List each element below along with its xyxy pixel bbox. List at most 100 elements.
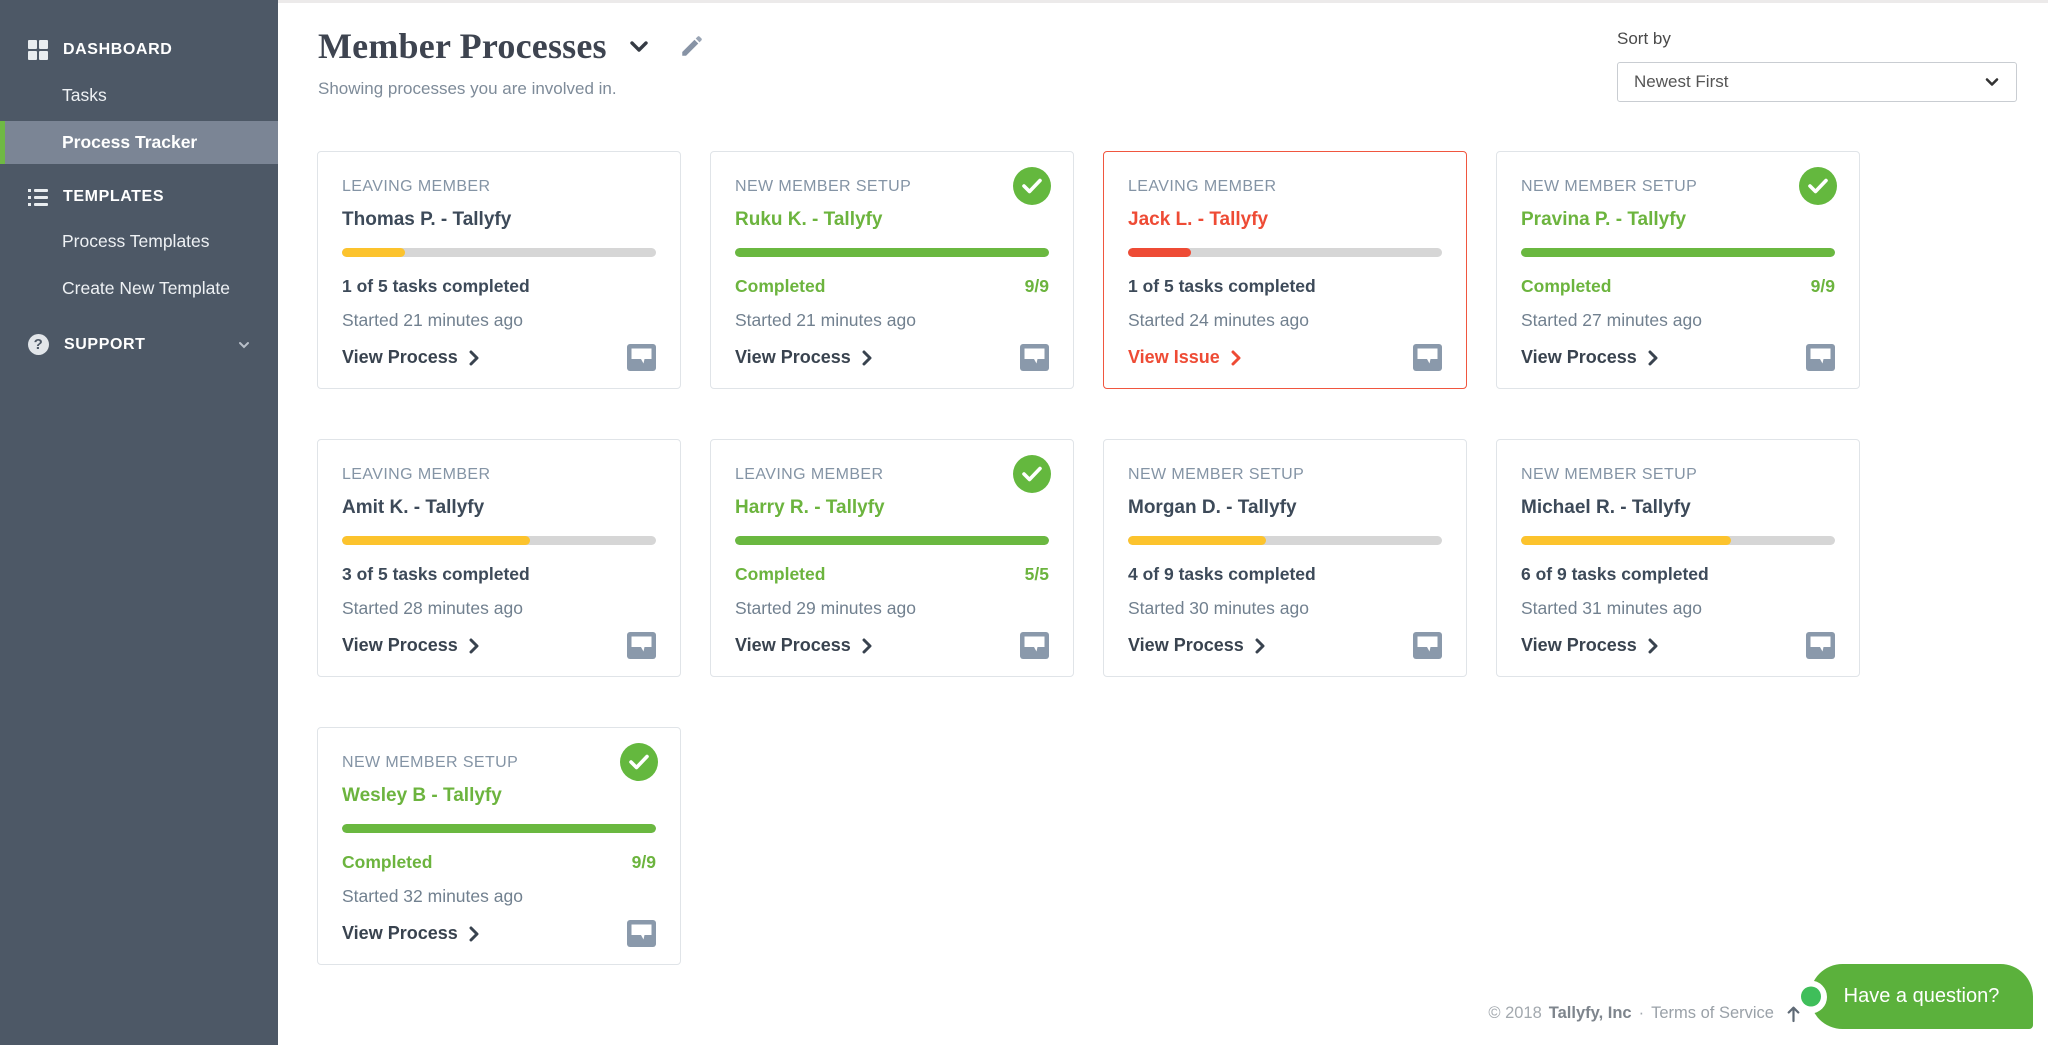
view-process-label: View Issue <box>1128 347 1220 367</box>
tooltip-icon[interactable] <box>627 920 656 947</box>
view-process-link[interactable]: View Process <box>342 347 480 368</box>
process-name: Ruku K. - Tallyfy <box>735 209 883 230</box>
progress-bar <box>1521 248 1835 257</box>
check-badge <box>1013 455 1051 493</box>
sidebar-item-process-tracker[interactable]: Process Tracker <box>0 121 278 164</box>
chevron-right-icon <box>1231 350 1241 365</box>
status-row: 1 of 5 tasks completed <box>1128 276 1442 297</box>
started-time: Started 27 minutes ago <box>1521 310 1702 330</box>
started-time: Started 24 minutes ago <box>1128 310 1309 330</box>
check-badge <box>1799 167 1837 205</box>
chevron-right-icon <box>469 350 479 365</box>
tooltip-icon[interactable] <box>1806 344 1835 371</box>
process-name: Thomas P. - Tallyfy <box>342 209 512 230</box>
page-subtitle: Showing processes you are involved in. <box>318 79 617 98</box>
started-time: Started 21 minutes ago <box>735 310 916 330</box>
process-card: NEW MEMBER SETUP Wesley B - Tallyfy Comp… <box>317 727 681 965</box>
status-row: Completed 9/9 <box>735 276 1049 297</box>
tooltip-icon[interactable] <box>1413 632 1442 659</box>
templates-list-icon <box>28 188 48 206</box>
process-card: NEW MEMBER SETUP Michael R. - Tallyfy 6 … <box>1496 439 1860 677</box>
terms-of-service-link[interactable]: Terms of Service <box>1651 1004 1774 1022</box>
chat-widget-button[interactable]: Have a question? <box>1794 964 2033 1029</box>
started-time: Started 28 minutes ago <box>342 598 523 618</box>
progress-fill <box>342 248 405 257</box>
view-process-link[interactable]: View Process <box>735 347 873 368</box>
progress-bar <box>1128 536 1442 545</box>
started-time: Started 29 minutes ago <box>735 598 916 618</box>
tooltip-icon[interactable] <box>1020 344 1049 371</box>
view-process-label: View Process <box>1521 635 1637 655</box>
progress-fill <box>735 536 1049 545</box>
process-type-label: NEW MEMBER SETUP <box>342 754 519 771</box>
sidebar-section-label: SUPPORT <box>64 335 146 353</box>
view-process-link[interactable]: View Process <box>342 923 480 944</box>
arrow-up-icon[interactable] <box>1785 1005 1802 1023</box>
page-title: Member Processes <box>318 26 607 66</box>
copyright-text: © 2018 <box>1488 1004 1542 1022</box>
sidebar-section-support[interactable]: ? SUPPORT <box>0 324 278 365</box>
chevron-down-icon <box>1985 78 1999 86</box>
sort-block: Sort by Newest First <box>1617 29 2017 102</box>
status-text: 4 of 9 tasks completed <box>1128 564 1316 584</box>
chevron-down-icon <box>239 341 249 348</box>
process-name: Harry R. - Tallyfy <box>735 497 885 518</box>
progress-bar <box>342 536 656 545</box>
check-icon <box>1808 178 1828 194</box>
progress-bar <box>735 248 1049 257</box>
process-card: LEAVING MEMBER Amit K. - Tallyfy 3 of 5 … <box>317 439 681 677</box>
process-type-label: NEW MEMBER SETUP <box>1521 466 1698 483</box>
sidebar-section-templates: TEMPLATES <box>0 178 278 216</box>
status-text: 6 of 9 tasks completed <box>1521 564 1709 584</box>
sidebar-section-label: TEMPLATES <box>63 188 165 205</box>
progress-fill <box>1521 536 1732 545</box>
check-icon <box>1022 466 1042 482</box>
progress-bar <box>1128 248 1442 257</box>
sort-select[interactable]: Newest First <box>1617 62 2017 102</box>
task-count: 9/9 <box>1810 276 1835 296</box>
view-process-link[interactable]: View Process <box>1128 635 1266 656</box>
view-process-link[interactable]: View Issue <box>1128 347 1242 368</box>
view-process-link[interactable]: View Process <box>342 635 480 656</box>
sidebar-item-create-new-template[interactable]: Create New Template <box>62 278 230 298</box>
tooltip-icon[interactable] <box>1413 344 1442 371</box>
sidebar-item-process-templates[interactable]: Process Templates <box>62 231 210 251</box>
chevron-down-icon[interactable] <box>627 34 651 58</box>
sidebar-section-label: DASHBOARD <box>63 41 173 58</box>
question-icon: ? <box>28 334 49 355</box>
view-process-label: View Process <box>342 923 458 943</box>
chevron-right-icon <box>1255 638 1265 653</box>
process-type-label: LEAVING MEMBER <box>1128 178 1277 195</box>
tooltip-icon[interactable] <box>627 632 656 659</box>
check-icon <box>629 754 649 770</box>
view-process-link[interactable]: View Process <box>735 635 873 656</box>
progress-bar <box>342 248 656 257</box>
sidebar-item-tasks[interactable]: Tasks <box>62 85 107 105</box>
process-type-label: NEW MEMBER SETUP <box>1521 178 1698 195</box>
tooltip-icon[interactable] <box>1020 632 1049 659</box>
process-card: LEAVING MEMBER Harry R. - Tallyfy Comple… <box>710 439 1074 677</box>
view-process-label: View Process <box>1128 635 1244 655</box>
check-badge <box>1013 167 1051 205</box>
process-card-grid: LEAVING MEMBER Thomas P. - Tallyfy 1 of … <box>317 151 1860 965</box>
view-process-link[interactable]: View Process <box>1521 635 1659 656</box>
process-type-label: NEW MEMBER SETUP <box>1128 466 1305 483</box>
status-row: Completed 9/9 <box>342 852 656 873</box>
view-process-link[interactable]: View Process <box>1521 347 1659 368</box>
progress-fill <box>1128 536 1267 545</box>
chevron-right-icon <box>1648 638 1658 653</box>
progress-bar <box>735 536 1049 545</box>
status-row: 3 of 5 tasks completed <box>342 564 656 585</box>
pencil-icon[interactable] <box>679 33 705 59</box>
progress-fill <box>1128 248 1191 257</box>
process-card: NEW MEMBER SETUP Morgan D. - Tallyfy 4 o… <box>1103 439 1467 677</box>
process-card: LEAVING MEMBER Thomas P. - Tallyfy 1 of … <box>317 151 681 389</box>
tooltip-icon[interactable] <box>1806 632 1835 659</box>
tooltip-icon[interactable] <box>627 344 656 371</box>
chevron-right-icon <box>862 350 872 365</box>
status-text: Completed <box>735 276 826 296</box>
chevron-right-icon <box>1648 350 1658 365</box>
chat-widget-label: Have a question? <box>1843 985 2000 1007</box>
check-icon <box>1022 178 1042 194</box>
process-type-label: NEW MEMBER SETUP <box>735 178 912 195</box>
